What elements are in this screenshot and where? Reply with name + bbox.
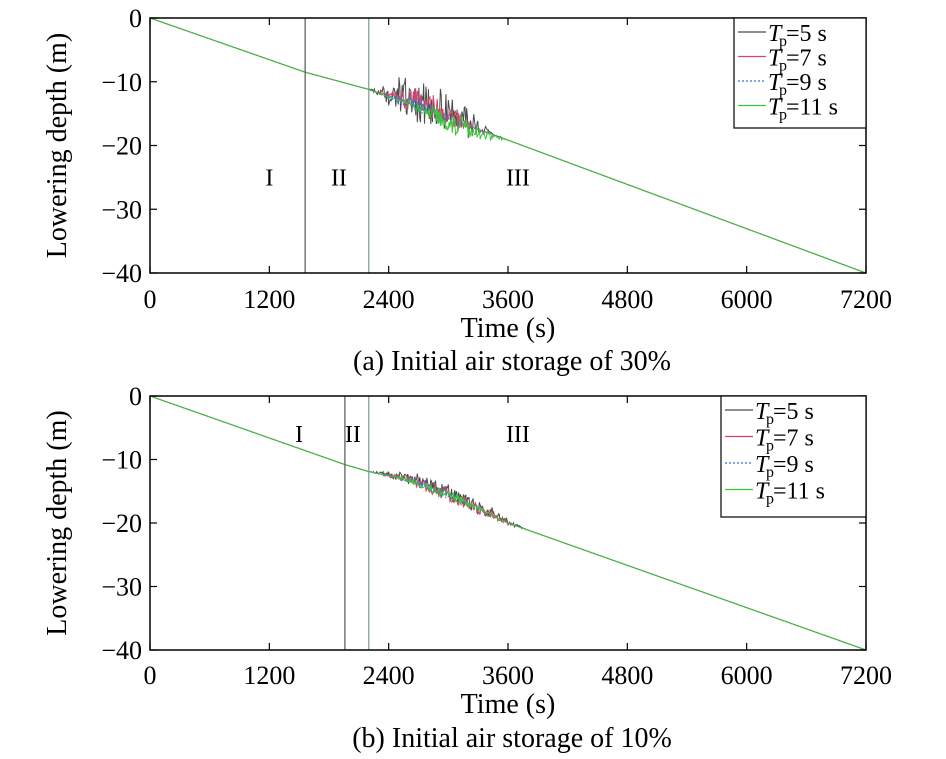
y-tick-label: −30 [101,573,142,602]
legend-label-subscript: p [766,411,774,428]
x-tick-label: 0 [144,661,157,690]
legend-label-subscript: p [766,491,774,508]
x-tick-label: 7200 [840,661,892,690]
y-tick-label: −40 [101,636,142,665]
panel-b: 0 1200 2400 3600 4800 6000 7200 0 −10 −20 −30 −40 Ti… [42,382,892,754]
x-axis-label: Time (s) [461,313,556,344]
x-tick-label: 0 [144,285,157,314]
x-axis-label: Time (s) [461,689,556,720]
y-tick-label: 0 [129,4,142,33]
legend-label-text: =5 s [786,21,827,47]
legend-label-italic: T [768,21,783,47]
legend-label-italic: T [768,46,783,72]
x-tick-label: 1200 [243,285,295,314]
legend-label-italic: T [755,399,770,425]
legend-label-text: =11 s [773,479,825,505]
x-tick-label: 4800 [601,661,653,690]
y-tick-label: −10 [101,446,142,475]
x-tick-label: 7200 [840,285,892,314]
x-tick-label: 3600 [482,285,534,314]
series-group [149,395,867,651]
legend-label-text: =9 s [773,452,814,478]
region-label-iii: III [506,165,530,191]
legend-label-italic: T [755,479,770,505]
panel-a: 0 1200 2400 3600 4800 6000 7200 0 −10 −20 −30 −40 Ti… [42,4,892,377]
x-tick-label: 1200 [243,661,295,690]
legend-label-subscript: p [766,438,774,455]
region-label-i: I [295,422,303,448]
x-tick-label: 3600 [482,661,534,690]
legend-box [720,395,867,518]
x-tick-label: 2400 [363,285,415,314]
region-label-iii: III [506,422,530,448]
x-tick-label: 4800 [601,285,653,314]
x-tick-label: 2400 [363,661,415,690]
y-tick-label: −20 [101,509,142,538]
region-label-ii: II [345,422,361,448]
legend-label-subscript: p [766,464,774,481]
legend-label-text: =9 s [786,70,827,96]
legend: Tp =5 sTp =7 sTp =9 sTp =11 s [733,17,867,129]
y-axis-label: Lowering depth (m) [42,410,73,636]
region-label-i: I [265,165,273,191]
series-group [149,17,867,274]
y-axis-label: Lowering depth (m) [42,33,73,259]
legend-label-italic: T [768,95,783,121]
legend-label-subscript: p [779,82,787,99]
y-tick-label: −10 [101,68,142,97]
legend-label-text: =11 s [786,95,838,121]
legend: Tp =5 sTp =7 sTp =9 sTp =11 s [720,395,867,518]
legend-label-italic: T [755,452,770,478]
panel-caption: (a) Initial air storage of 30% [353,346,671,377]
panel-caption: (b) Initial air storage of 10% [352,723,672,754]
y-tick-label: −40 [101,259,142,288]
x-tick-label: 6000 [721,661,773,690]
legend-label-italic: T [768,70,783,96]
region-label-ii: II [331,165,347,191]
legend-label-text: =7 s [773,426,814,452]
y-tick-label: −30 [101,195,142,224]
legend-label-subscript: p [779,33,787,50]
x-tick-label: 6000 [721,285,773,314]
legend-label-text: =7 s [786,46,827,72]
legend-label-italic: T [755,426,770,452]
series-line-t-11-s [149,395,867,651]
y-tick-label: 0 [129,382,142,411]
legend-box [733,17,867,129]
legend-label-subscript: p [779,58,787,75]
series-line-t-11-s [149,17,867,274]
legend-label-text: =5 s [773,399,814,425]
y-tick-label: −20 [101,132,142,161]
legend-label-subscript: p [779,107,787,124]
